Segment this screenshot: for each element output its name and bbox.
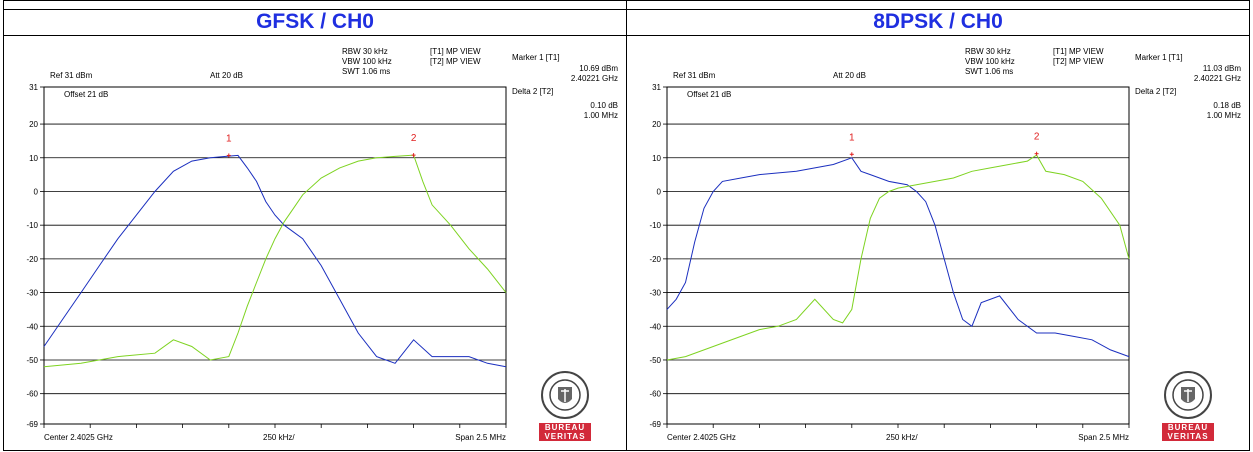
- spectrum-plot: 31 20 10 0 -10 -20 -30 -40 -50 -60 -69 1 2: [26, 83, 507, 429]
- y-tick-label: 31: [29, 83, 38, 92]
- y-tick-label: 20: [652, 120, 661, 129]
- delta2-label: Delta 2 [T2]: [1135, 87, 1177, 96]
- x-span-label: Span 2.5 MHz: [1078, 433, 1129, 442]
- offset-label: Offset 21 dB: [687, 90, 732, 99]
- marker1-level: 10.69 dBm: [579, 64, 618, 73]
- y-tick-label: 31: [652, 83, 661, 92]
- top-strip: [4, 1, 626, 10]
- y-tick-label: 10: [29, 154, 38, 163]
- x-span-label: Span 2.5 MHz: [455, 433, 506, 442]
- delta2-level: 0.10 dB: [590, 101, 618, 110]
- delta2-level: 0.18 dB: [1213, 101, 1241, 110]
- plot-frame: [666, 86, 1130, 425]
- y-tick-label: -10: [26, 221, 38, 230]
- x-scale-label: 250 kHz/: [263, 433, 295, 442]
- x-scale-label: 250 kHz/: [886, 433, 918, 442]
- y-tick-label: -50: [26, 356, 38, 365]
- trace1-mode: [T1] MP VIEW: [430, 47, 481, 56]
- y-tick-label: -60: [26, 390, 38, 399]
- y-tick-label: -20: [26, 255, 38, 264]
- chart-title: GFSK / CH0: [4, 9, 626, 36]
- y-tick-label: 0: [34, 187, 39, 196]
- swt-label: SWT 1.06 ms: [342, 67, 391, 76]
- logo-word-1: BUREAU: [539, 423, 591, 432]
- logo-word-2: VERITAS: [1162, 432, 1214, 441]
- plot-frame: [43, 86, 507, 425]
- top-strip: [627, 1, 1249, 10]
- logo-word-2: VERITAS: [539, 432, 591, 441]
- x-center-label: Center 2.4025 GHz: [44, 433, 113, 442]
- y-tick-label: -40: [26, 322, 38, 331]
- bureau-veritas-logo: BUREAU VERITAS: [1162, 369, 1214, 441]
- y-tick-label: -30: [26, 289, 38, 298]
- y-tick-label: -60: [649, 390, 661, 399]
- attenuation: Att 20 dB: [210, 71, 243, 80]
- delta2-label: Delta 2 [T2]: [512, 87, 554, 96]
- delta2-freq: 1.00 MHz: [1206, 111, 1241, 120]
- trace2-mode: [T2] MP VIEW: [1053, 57, 1104, 66]
- marker-label: 2: [1034, 132, 1040, 143]
- y-tick-label: -10: [649, 221, 661, 230]
- marker-label: 1: [226, 133, 232, 144]
- swt-label: SWT 1.06 ms: [965, 67, 1014, 76]
- marker-label: 1: [849, 132, 855, 143]
- offset-label: Offset 21 dB: [64, 90, 109, 99]
- y-tick-label: -69: [649, 420, 661, 429]
- trace-1-line: [43, 154, 507, 368]
- rbw-label: RBW 30 kHz: [342, 47, 388, 56]
- spectrum-plot: 31 20 10 0 -10 -20 -30 -40 -50 -60 -69 1 2: [649, 83, 1130, 429]
- ref-level: Ref 31 dBm: [50, 71, 93, 80]
- y-tick-label: -69: [26, 420, 38, 429]
- chart-panel-gfsk: GFSK / CH0 RBW 30 kHz VBW 100 kHz SWT 1.…: [3, 0, 627, 451]
- marker-label: 2: [411, 133, 417, 144]
- y-tick-label: -20: [649, 255, 661, 264]
- marker1-label: Marker 1 [T1]: [512, 53, 560, 62]
- trace2-mode: [T2] MP VIEW: [430, 57, 481, 66]
- vbw-label: VBW 100 kHz: [965, 57, 1015, 66]
- y-tick-label: 0: [657, 187, 662, 196]
- ref-level: Ref 31 dBm: [673, 71, 716, 80]
- trace-2-line: [666, 154, 1130, 361]
- marker1-label: Marker 1 [T1]: [1135, 53, 1183, 62]
- y-tick-label: 10: [652, 154, 661, 163]
- vbw-label: VBW 100 kHz: [342, 57, 392, 66]
- trace1-mode: [T1] MP VIEW: [1053, 47, 1104, 56]
- y-tick-label: -50: [649, 356, 661, 365]
- trace-1-line: [666, 157, 1130, 358]
- logo-word-1: BUREAU: [1162, 423, 1214, 432]
- bureau-veritas-logo: BUREAU VERITAS: [539, 369, 591, 441]
- delta2-freq: 1.00 MHz: [583, 111, 618, 120]
- marker1-freq: 2.40221 GHz: [1193, 74, 1241, 83]
- rbw-label: RBW 30 kHz: [965, 47, 1011, 56]
- y-tick-label: -40: [649, 322, 661, 331]
- marker1-freq: 2.40221 GHz: [570, 74, 618, 83]
- trace-2-line: [43, 154, 507, 368]
- chart-panel-8dpsk: 8DPSK / CH0 RBW 30 kHz VBW 100 kHz SWT 1…: [626, 0, 1250, 451]
- y-tick-label: 20: [29, 120, 38, 129]
- x-center-label: Center 2.4025 GHz: [667, 433, 736, 442]
- marker1-level: 11.03 dBm: [1202, 64, 1241, 73]
- attenuation: Att 20 dB: [833, 71, 866, 80]
- y-tick-label: -30: [649, 289, 661, 298]
- chart-title: 8DPSK / CH0: [627, 9, 1249, 36]
